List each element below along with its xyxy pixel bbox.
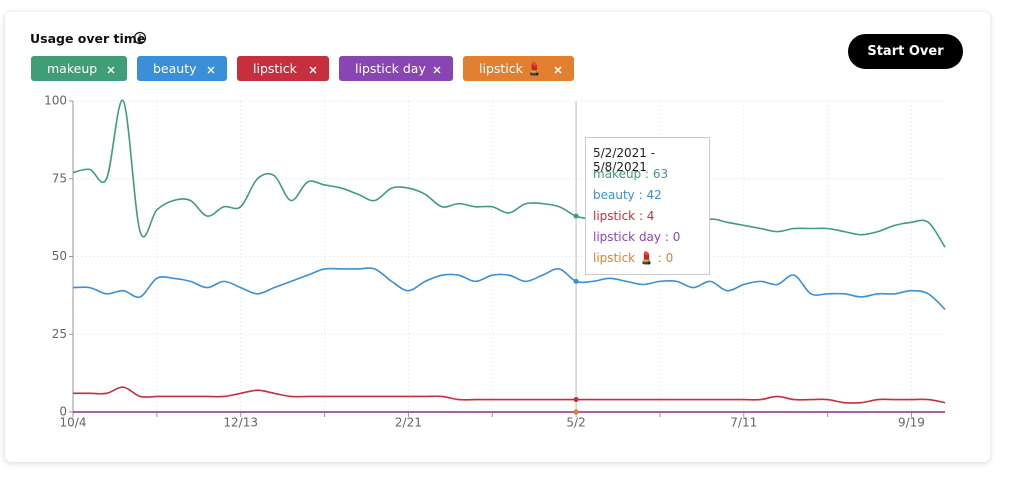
- chip-label: lipstick 💄: [479, 61, 543, 76]
- tooltip-separator: :: [634, 188, 647, 202]
- y-tick-label: 50: [52, 249, 67, 263]
- tooltip-separator: :: [653, 251, 666, 265]
- x-tick-label: 10/4: [60, 416, 87, 430]
- tooltip-row: lipstick 💄 : 0: [593, 251, 702, 272]
- tooltip-name: lipstick: [593, 209, 636, 223]
- tooltip: 5/2/2021 - 5/8/2021 makeup : 63 beauty : 4…: [585, 137, 710, 275]
- y-tick-label: 25: [52, 327, 67, 341]
- chip-close[interactable]: [433, 56, 441, 81]
- series-chip[interactable]: makeup: [31, 56, 127, 81]
- tooltip-row: lipstick : 4: [593, 209, 702, 230]
- tooltip-value: 0: [672, 230, 681, 244]
- tooltip-name: lipstick day: [593, 230, 662, 244]
- y-tick-label: 0: [59, 405, 67, 419]
- hover-point: [573, 397, 579, 403]
- series-chip[interactable]: lipstick 💄: [463, 56, 574, 81]
- hover-point: [573, 213, 579, 219]
- tooltip-row: beauty : 42: [593, 188, 702, 209]
- tooltip-value: 0: [665, 251, 674, 265]
- info-icon[interactable]: [133, 31, 147, 45]
- chip-close[interactable]: [207, 56, 215, 81]
- x-tick-label: 7/11: [730, 416, 757, 430]
- series-chip[interactable]: beauty: [137, 56, 227, 81]
- series-line: [73, 386, 946, 404]
- tooltip-name: beauty: [593, 188, 635, 202]
- tooltip-value: 63: [652, 167, 669, 181]
- tooltip-separator: :: [641, 167, 653, 181]
- chip-close[interactable]: [309, 56, 317, 81]
- series-line: [72, 99, 946, 248]
- hover-point: [573, 278, 579, 284]
- series-line: [72, 267, 946, 310]
- tooltip-separator: :: [661, 230, 673, 244]
- chip-close[interactable]: [107, 56, 115, 81]
- x-tick-label: 9/19: [898, 416, 925, 430]
- card: [5, 12, 990, 462]
- tooltip-value: 4: [646, 209, 655, 223]
- tooltip-title: 5/2/2021 - 5/8/2021: [593, 146, 656, 174]
- tooltip-name: makeup: [593, 167, 642, 181]
- y-tick-label: 75: [52, 171, 67, 185]
- tooltip-name: lipstick 💄: [593, 251, 654, 265]
- chart: 0 25 50 75 100 10/4 12/13 2/21 5/2 7/11 9/19: [44, 94, 946, 430]
- y-tick-label: 100: [44, 94, 67, 108]
- tooltip-row: lipstick day : 0: [593, 230, 702, 251]
- start-over-button[interactable]: Start Over: [848, 34, 963, 69]
- x-tick-label: 12/13: [223, 416, 258, 430]
- chip-label: makeup: [47, 61, 98, 76]
- x-tick-label: 5/2: [566, 416, 585, 430]
- chip-label: beauty: [153, 61, 197, 76]
- series-chip[interactable]: lipstick day: [339, 56, 453, 81]
- series-chip[interactable]: lipstick: [237, 56, 329, 81]
- chip-label: lipstick: [253, 61, 297, 76]
- chip-label: lipstick day: [355, 61, 426, 76]
- hover-point: [573, 409, 579, 415]
- x-tick-label: 2/21: [395, 416, 422, 430]
- tooltip-value: 42: [646, 188, 662, 202]
- chip-close[interactable]: [554, 56, 562, 81]
- tooltip-row: makeup : 63: [593, 167, 702, 188]
- title: Usage over time: [30, 31, 146, 46]
- tooltip-separator: :: [635, 209, 647, 223]
